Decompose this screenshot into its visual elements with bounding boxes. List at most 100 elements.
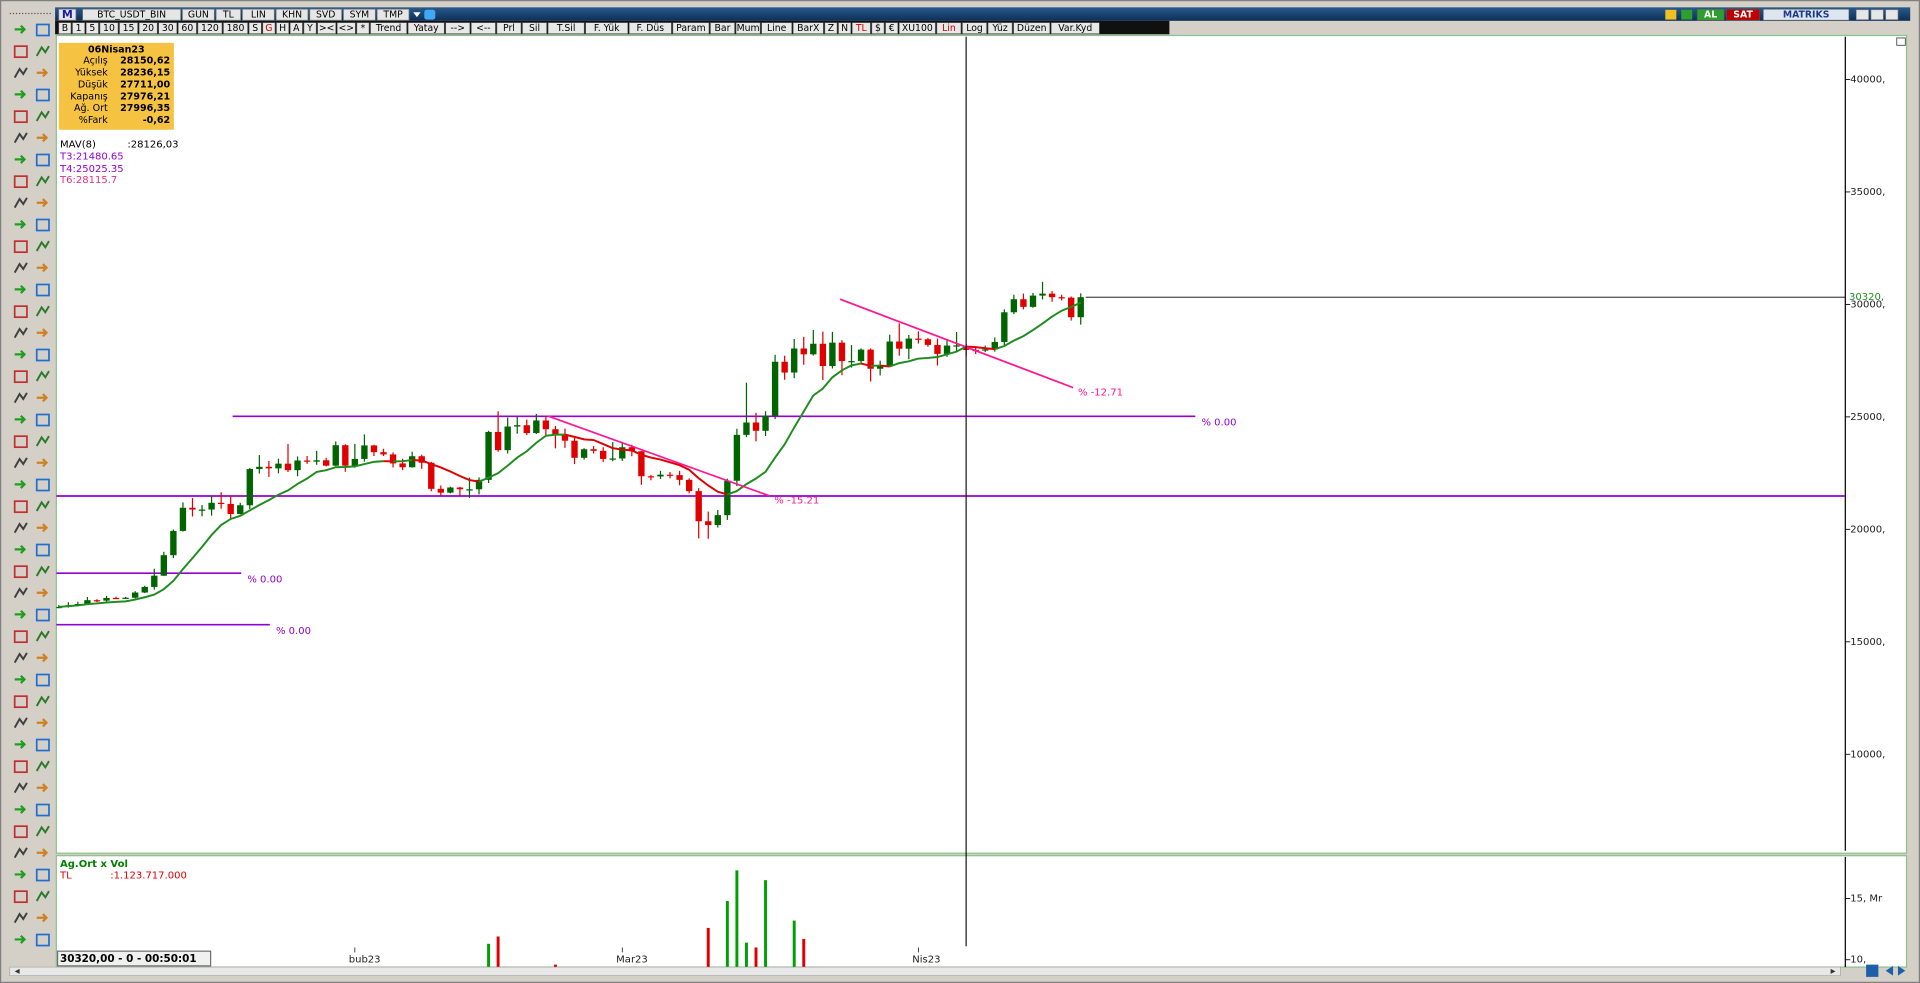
toolbar-button[interactable] [885, 22, 899, 34]
tool-icon[interactable] [13, 327, 28, 339]
toolbar-button-label[interactable]: 20 [142, 23, 154, 34]
toolbar-button[interactable] [223, 22, 248, 34]
tool-icon[interactable] [35, 175, 50, 187]
tool-icon[interactable] [35, 413, 50, 427]
tool-icon[interactable] [35, 23, 50, 37]
tool-icon[interactable] [13, 240, 28, 254]
toolbar-button[interactable] [158, 22, 178, 34]
toolbar-button-label[interactable]: SVD [316, 10, 335, 21]
toolbar-button[interactable] [936, 22, 962, 34]
toolbar-button[interactable] [275, 8, 309, 21]
tool-icon[interactable] [14, 934, 27, 944]
toolbar-button-label[interactable]: $ [875, 23, 881, 34]
toolbar-button[interactable] [58, 22, 72, 34]
toolbar-button-label[interactable]: KHN [282, 10, 302, 21]
toolbar-button-label[interactable]: F. Düs [636, 23, 664, 34]
toolbar-button[interactable] [407, 22, 445, 34]
toolbar-button[interactable] [242, 8, 275, 21]
tool-icon[interactable] [35, 218, 50, 232]
tool-icon[interactable] [13, 67, 28, 79]
tool-icon[interactable] [14, 479, 27, 489]
tool-icon[interactable] [35, 240, 50, 252]
tool-icon[interactable] [13, 587, 28, 599]
tool-icon[interactable] [13, 110, 28, 124]
toolbar-button[interactable] [1050, 22, 1100, 34]
tool-icon[interactable] [36, 458, 49, 468]
toolbar-button[interactable] [85, 22, 99, 34]
toolbar-button[interactable] [177, 22, 197, 34]
toolbar-button-label[interactable]: S [252, 23, 258, 34]
tool-icon[interactable] [13, 500, 28, 514]
tool-icon[interactable] [13, 392, 28, 404]
share-button[interactable] [424, 9, 436, 20]
toolbar-button-label[interactable]: Düzen [1017, 23, 1047, 34]
toolbar-button-label[interactable]: A [293, 23, 300, 34]
toolbar-button[interactable] [248, 22, 262, 34]
toolbar-button[interactable] [1013, 22, 1051, 34]
tool-icon[interactable] [35, 45, 50, 57]
toolbar-button-label[interactable]: Var.Kyd [1058, 23, 1092, 34]
toolbar-button-label[interactable]: * [361, 23, 366, 34]
toolbar-button-label[interactable]: Yüz [991, 23, 1008, 34]
toolbar-button-label[interactable]: TL [222, 10, 235, 21]
tool-icon[interactable] [35, 608, 50, 622]
toolbar-button-label[interactable]: Log [966, 23, 983, 34]
toolbar-button[interactable] [303, 22, 317, 34]
toolbar-button-label[interactable]: Trend [375, 23, 402, 34]
toolbar-button-label[interactable]: GUN [188, 10, 209, 21]
tool-icon[interactable] [35, 630, 50, 642]
tool-icon[interactable] [14, 349, 27, 359]
toolbar-button[interactable] [289, 22, 303, 34]
toolbar-button-label[interactable]: BTC_USDT_BIN [97, 10, 166, 21]
refresh-button[interactable] [1681, 9, 1693, 20]
toolbar-button[interactable] [445, 22, 471, 34]
tool-icon[interactable] [35, 565, 50, 577]
tool-icon[interactable] [14, 219, 27, 229]
tool-icon[interactable] [14, 804, 27, 814]
tool-icon[interactable] [13, 435, 28, 449]
toolbar-button-label[interactable]: F. Yük [594, 23, 620, 34]
tool-icon[interactable] [35, 803, 50, 817]
tool-icon[interactable] [36, 68, 49, 78]
tool-icon[interactable] [36, 913, 49, 923]
toolbar-button[interactable] [672, 22, 710, 34]
tool-icon[interactable] [13, 912, 28, 924]
toolbar-button[interactable] [898, 22, 936, 34]
tool-icon[interactable] [13, 457, 28, 469]
toolbar-button-label[interactable]: Mum [737, 23, 760, 34]
tool-icon[interactable] [13, 305, 28, 319]
toolbar-button-label[interactable]: Prl [503, 23, 515, 34]
toolbar-button-label[interactable]: B [62, 23, 68, 34]
tool-icon[interactable] [36, 653, 49, 663]
toolbar-button-label[interactable]: BarX [797, 23, 820, 34]
toolbar-button[interactable] [72, 22, 86, 34]
tool-icon[interactable] [14, 154, 27, 164]
toolbar-button-label[interactable]: G [265, 23, 272, 34]
tool-icon[interactable] [35, 695, 50, 707]
tool-icon[interactable] [14, 739, 27, 749]
toolbar-button-label[interactable]: € [889, 23, 895, 34]
toolbar-button[interactable] [710, 22, 735, 34]
tool-icon[interactable] [13, 262, 28, 274]
toolbar-button[interactable] [792, 22, 824, 34]
window-button[interactable] [1870, 9, 1884, 20]
toolbar-button-label[interactable]: Y [306, 23, 313, 34]
toolbar-button-label[interactable]: N [841, 23, 848, 34]
order-button[interactable] [1696, 8, 1725, 21]
toolbar-button[interactable] [82, 8, 181, 21]
tool-icon[interactable] [13, 890, 28, 904]
toolbar-button-label[interactable]: Param [676, 23, 705, 34]
tool-icon[interactable] [14, 869, 27, 879]
tool-icon[interactable] [13, 717, 28, 729]
toolbar-button[interactable] [962, 22, 987, 34]
tool-icon[interactable] [13, 760, 28, 774]
tool-icon[interactable] [14, 544, 27, 554]
toolbar-button-label[interactable]: SYM [350, 10, 370, 21]
tool-icon[interactable] [35, 738, 50, 752]
tool-icon[interactable] [14, 414, 27, 424]
refresh-button[interactable] [1866, 964, 1879, 977]
toolbar-button-label[interactable]: T.Sil [556, 23, 576, 34]
toolbar-button-label[interactable]: Yatay [413, 23, 439, 34]
tool-icon[interactable] [14, 674, 27, 684]
order-button-label[interactable]: MATRIKS [1783, 10, 1830, 21]
